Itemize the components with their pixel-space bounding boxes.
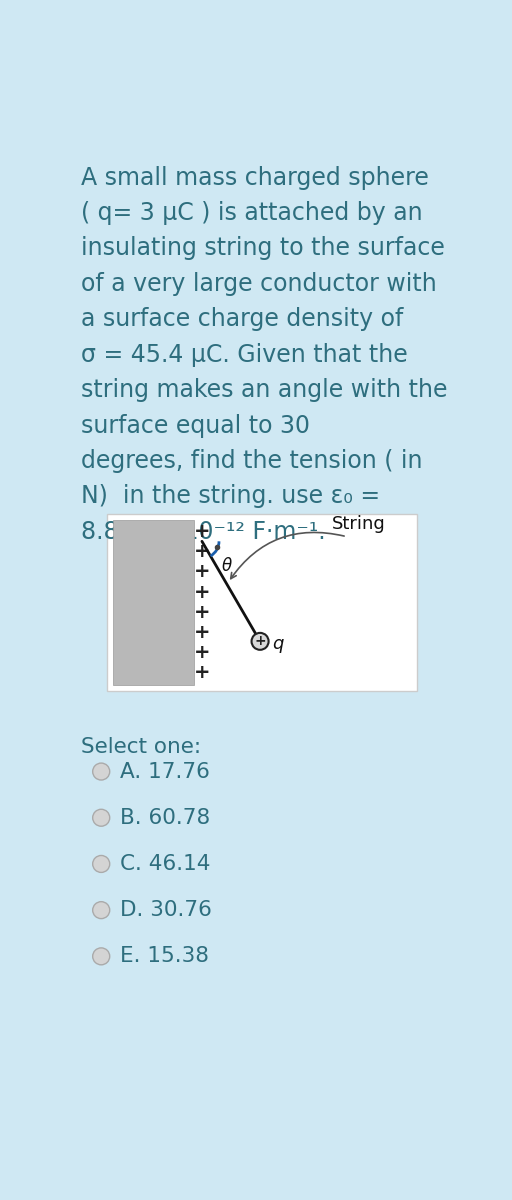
Text: surface equal to 30: surface equal to 30: [81, 414, 310, 438]
Text: +: +: [194, 602, 210, 622]
Text: +: +: [254, 635, 266, 648]
Text: +: +: [194, 563, 210, 581]
Text: +: +: [194, 582, 210, 601]
Circle shape: [251, 632, 269, 650]
Text: B. 60.78: B. 60.78: [120, 808, 210, 828]
Circle shape: [93, 901, 110, 919]
Text: A small mass charged sphere: A small mass charged sphere: [81, 166, 429, 190]
Text: +: +: [194, 522, 210, 541]
Text: σ = 45.4 μC. Given that the: σ = 45.4 μC. Given that the: [81, 343, 408, 367]
Text: a surface charge density of: a surface charge density of: [81, 307, 403, 331]
Text: +: +: [194, 664, 210, 683]
Text: String: String: [332, 515, 386, 533]
Text: degrees, find the tension ( in: degrees, find the tension ( in: [81, 449, 422, 473]
Text: +: +: [194, 623, 210, 642]
Text: N)  in the string. use ε₀ =: N) in the string. use ε₀ =: [81, 485, 380, 509]
Circle shape: [93, 948, 110, 965]
Text: q: q: [272, 635, 283, 653]
Text: +: +: [194, 542, 210, 562]
Circle shape: [93, 763, 110, 780]
Text: C. 46.14: C. 46.14: [120, 854, 210, 874]
Bar: [106, 514, 417, 691]
Text: insulating string to the surface: insulating string to the surface: [81, 236, 445, 260]
Text: 8.8542×10⁻¹² F·m⁻¹.: 8.8542×10⁻¹² F·m⁻¹.: [81, 520, 326, 544]
Circle shape: [93, 809, 110, 827]
Text: +: +: [194, 643, 210, 662]
Text: Select one:: Select one:: [81, 737, 201, 757]
Text: of a very large conductor with: of a very large conductor with: [81, 272, 437, 296]
Text: E. 15.38: E. 15.38: [120, 947, 209, 966]
Text: $\theta$: $\theta$: [221, 557, 232, 575]
Text: A. 17.76: A. 17.76: [120, 762, 210, 781]
Bar: [113, 520, 194, 684]
Circle shape: [93, 856, 110, 872]
Text: ( q= 3 μC ) is attached by an: ( q= 3 μC ) is attached by an: [81, 200, 423, 224]
Text: D. 30.76: D. 30.76: [120, 900, 211, 920]
Text: string makes an angle with the: string makes an angle with the: [81, 378, 447, 402]
